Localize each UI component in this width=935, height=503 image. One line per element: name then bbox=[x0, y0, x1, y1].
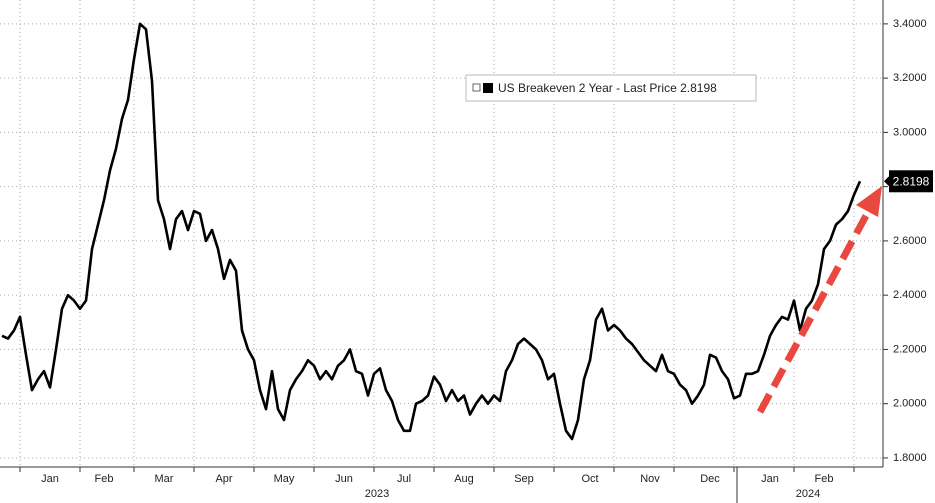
y-tick-label: 1.8000 bbox=[893, 452, 927, 464]
legend: US Breakeven 2 Year - Last Price 2.8198 bbox=[465, 74, 757, 102]
y-tick-label: 2.6000 bbox=[893, 235, 927, 247]
legend-toggle bbox=[472, 83, 481, 92]
x-tick-label: Jun bbox=[335, 473, 353, 485]
x-tick-label: May bbox=[274, 473, 295, 485]
x-tick-label: Nov bbox=[640, 473, 660, 485]
x-tick-label: Jul bbox=[397, 473, 411, 485]
y-tick-label: 3.0000 bbox=[893, 126, 927, 138]
x-tick-label: Jan bbox=[761, 473, 779, 485]
y-tick-label: 2.0000 bbox=[893, 398, 927, 410]
legend-box bbox=[465, 74, 757, 102]
annotation-arrow bbox=[756, 186, 882, 414]
x-tick-label: Apr bbox=[215, 473, 232, 485]
line-series bbox=[1, 22, 862, 441]
x-tick-label: Feb bbox=[815, 473, 834, 485]
y-tick-label: 2.2000 bbox=[893, 343, 927, 355]
x-tick-label: Sep bbox=[514, 473, 534, 485]
y-tick-label: 3.4000 bbox=[893, 18, 927, 30]
year-label: 2024 bbox=[796, 488, 820, 500]
legend-swatch bbox=[483, 83, 493, 93]
last-price-label: 2.8198 bbox=[893, 174, 930, 188]
y-tick-label: 2.4000 bbox=[893, 289, 927, 301]
x-tick-label: Feb bbox=[95, 473, 114, 485]
y-tick-label: 3.2000 bbox=[893, 72, 927, 84]
last-price-box bbox=[889, 170, 933, 193]
x-tick-label: Dec bbox=[700, 473, 720, 485]
legend-label: US Breakeven 2 Year - Last Price 2.8198 bbox=[498, 81, 717, 95]
x-tick-label: Aug bbox=[454, 473, 474, 485]
x-tick-label: Jan bbox=[41, 473, 59, 485]
arrow-shaft bbox=[756, 210, 872, 414]
year-label: 2023 bbox=[365, 488, 389, 500]
x-tick-label: Mar bbox=[155, 473, 174, 485]
last-price-pointer bbox=[884, 176, 889, 187]
arrow-head bbox=[856, 186, 882, 217]
x-tick-label: Oct bbox=[581, 473, 598, 485]
